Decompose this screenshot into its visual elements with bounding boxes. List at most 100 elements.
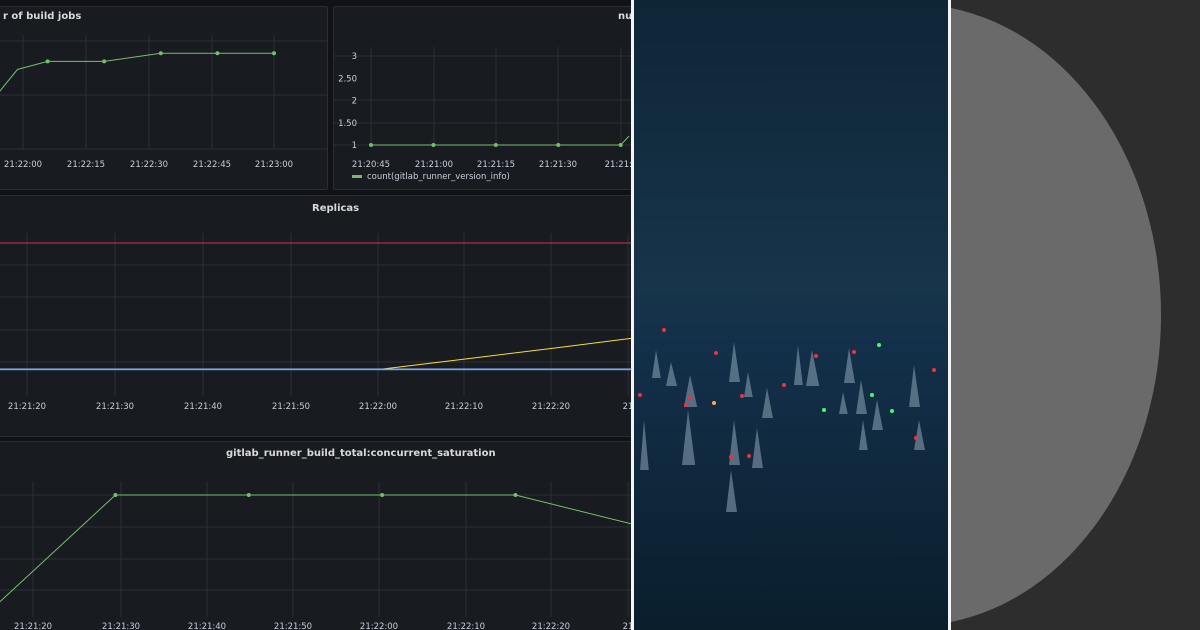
x-tick-label: 21:21:20 — [14, 622, 52, 630]
data-point — [158, 51, 163, 56]
grafana-dashboard: r of build jobs 21:22:00 21:22:15 21:22:30… — [0, 6, 631, 630]
data-point — [369, 143, 373, 147]
chart-saturation: 21:21:20 21:21:30 21:21:40 21:21:50 21:22:00… — [0, 482, 631, 630]
y-tick-label: 2 — [352, 97, 357, 107]
x-tick-label: 21:22:30 — [130, 160, 168, 170]
data-point — [272, 51, 276, 56]
x-tick-label: 21:23:00 — [255, 160, 293, 170]
series-line — [371, 135, 630, 146]
boat-light — [822, 408, 826, 412]
sail-shape — [806, 350, 820, 386]
x-tick-label: 21:21:40 — [188, 622, 226, 630]
boat-light — [714, 351, 718, 355]
x-tick-label: 21:21:50 — [272, 402, 310, 412]
y-tick-label: 3 — [352, 52, 357, 62]
x-tick-label: 21:22:15 — [67, 160, 105, 170]
x-tick-label: 21:21:00 — [415, 160, 453, 170]
boat-light — [890, 409, 894, 413]
panel-title: Replicas — [312, 203, 360, 214]
sail-shape — [872, 400, 883, 430]
grid — [0, 35, 327, 150]
y-tick-label: 2.50 — [338, 74, 357, 84]
y-tick-label: 1 — [352, 141, 357, 151]
data-point — [493, 143, 498, 147]
x-tick-label: 21 — [623, 622, 631, 630]
panel-replicas[interactable]: Replicas 21:21:20 21:21:30 21:21:40 21:21:5… — [0, 195, 631, 437]
sail-shape — [640, 420, 649, 470]
chart-build-jobs: 21:22:00 21:22:15 21:22:30 21:22:45 21:23:00 — [0, 35, 327, 170]
data-point — [618, 143, 623, 147]
x-tick-label: 21:22:00 — [4, 160, 42, 170]
chart-replicas: 21:21:20 21:21:30 21:21:40 21:21:50 21:22:00… — [0, 233, 631, 412]
boat-light — [870, 393, 874, 397]
data-point — [513, 493, 518, 497]
x-tick-label: 21:21:40 — [184, 402, 222, 412]
sail-shape — [744, 372, 753, 397]
panel-title: gitlab_runner_build_total:concurrent_sat… — [226, 448, 496, 459]
boat-light — [914, 436, 918, 440]
legend[interactable]: count(gitlab_runner_version_info) — [352, 172, 510, 182]
sail-shape — [684, 375, 698, 407]
sail-shape — [729, 342, 740, 382]
legend-swatch — [352, 175, 362, 178]
panel-version-info[interactable]: nu 21:20:45 21:21:00 21:21:15 21:21:30 21:21… — [333, 6, 631, 190]
data-point — [45, 59, 50, 64]
panel-build-jobs[interactable]: r of build jobs 21:22:00 21:22:15 21:22:30… — [0, 6, 328, 190]
sail-shape — [844, 348, 855, 383]
sail-shape — [762, 388, 773, 418]
boat-light — [852, 350, 856, 354]
x-tick-label: 21:22:10 — [445, 402, 483, 412]
divider — [631, 0, 634, 630]
panel-title: r of build jobs — [3, 11, 82, 22]
sail-shape — [794, 345, 803, 385]
data-point — [556, 143, 561, 147]
data-point — [102, 59, 107, 64]
sail-shape — [666, 362, 677, 386]
boat-light — [638, 393, 642, 397]
series-line — [0, 494, 631, 603]
x-tick-label: 21:22:45 — [193, 160, 231, 170]
boat-light — [712, 401, 716, 405]
boat-light — [932, 368, 936, 372]
boat-light — [782, 383, 786, 387]
sail-shape — [859, 420, 868, 450]
x-tick-label: 21 — [623, 402, 631, 412]
x-tick-label: 21:21:30 — [102, 622, 140, 630]
sail-shape — [729, 420, 740, 465]
panel-saturation[interactable]: gitlab_runner_build_total:concurrent_sat… — [0, 441, 631, 630]
x-tick-label: 21:22:00 — [360, 622, 398, 630]
x-tick-label: 21:20:45 — [352, 160, 390, 170]
boat-light — [688, 396, 692, 400]
x-tick-label: 21:21:15 — [477, 160, 515, 170]
data-point — [246, 493, 251, 497]
series-line — [0, 337, 631, 370]
boat-light — [729, 455, 733, 459]
divider — [948, 0, 951, 630]
sail-shape — [856, 380, 867, 414]
vinyl-disc-graphic — [951, 0, 1200, 630]
grid — [0, 482, 631, 617]
boat-light — [740, 394, 744, 398]
sail-shape — [914, 420, 925, 450]
x-tick-label: 21:22:00 — [359, 402, 397, 412]
grid — [0, 233, 631, 396]
boat-light — [684, 403, 688, 407]
x-tick-label: 21:22:10 — [447, 622, 485, 630]
sail-shape — [752, 428, 763, 468]
boat-light — [877, 343, 881, 347]
boat-light — [662, 328, 666, 332]
sail-shape — [726, 470, 737, 512]
sail-shape — [839, 392, 848, 414]
x-tick-label: 21:21:30 — [539, 160, 577, 170]
data-point — [380, 493, 385, 497]
data-point — [113, 493, 118, 497]
chart-version-info: 21:20:45 21:21:00 21:21:15 21:21:30 21:21:4 3… — [334, 47, 631, 170]
x-tick-label: 21:21:50 — [274, 622, 312, 630]
y-tick-label: 1.50 — [338, 119, 357, 129]
x-tick-label: 21:21:4 — [605, 160, 631, 170]
x-tick-label: 21:21:30 — [96, 402, 134, 412]
sail-shape — [652, 350, 661, 378]
sailboats-image — [634, 0, 948, 630]
x-tick-label: 21:22:20 — [532, 402, 570, 412]
x-tick-label: 21:21:20 — [8, 402, 46, 412]
